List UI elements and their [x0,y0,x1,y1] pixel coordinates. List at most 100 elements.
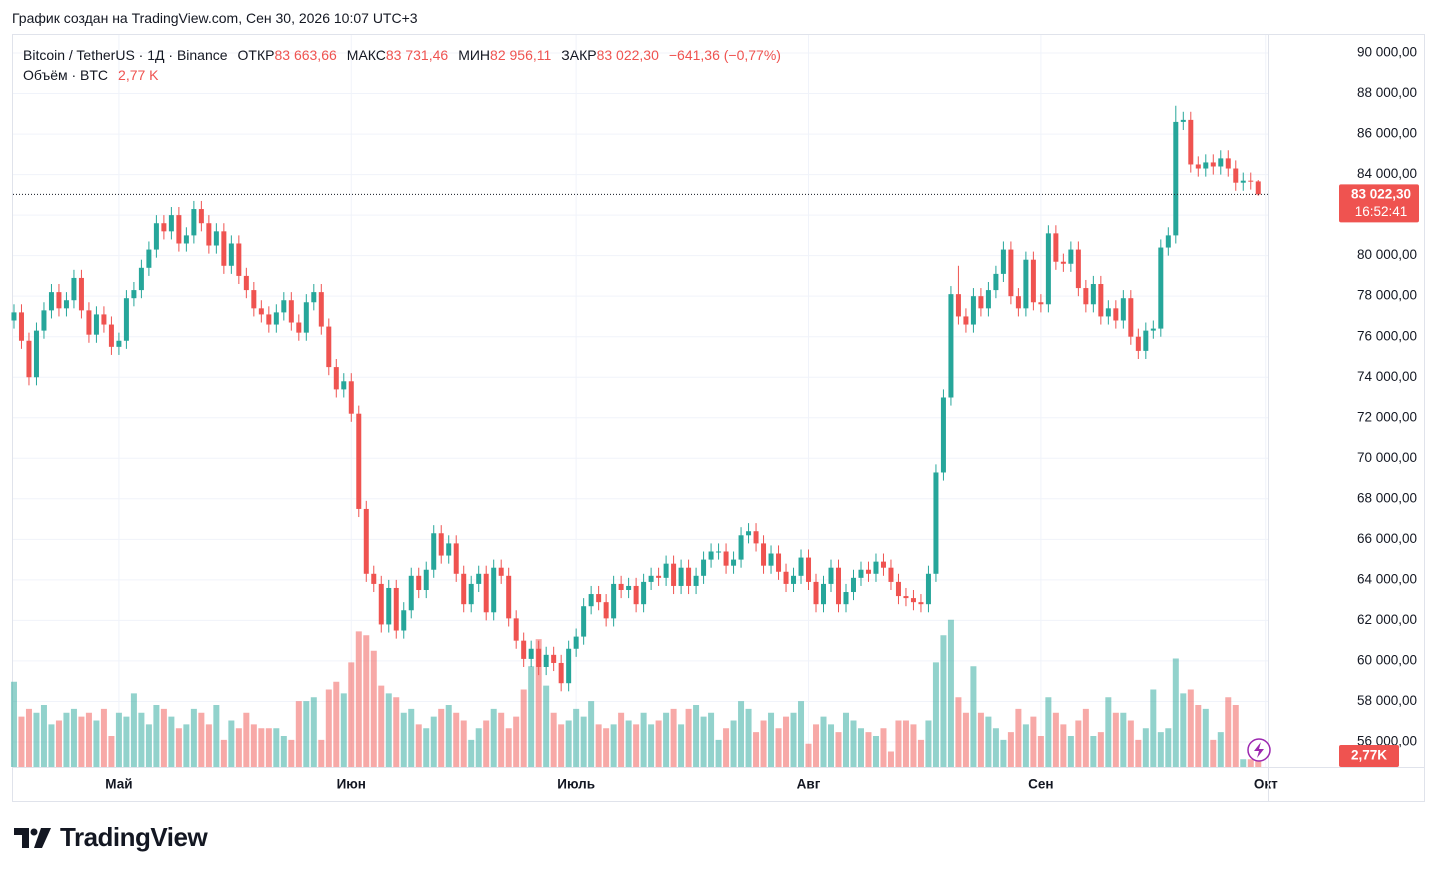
volume-bar [1000,739,1007,767]
logo-mark [14,827,51,848]
volume-bar [273,728,280,767]
volume-bar [805,743,812,767]
candle-body [731,559,737,566]
candle-body [1045,233,1051,305]
candle-body [873,561,879,574]
candle-body [1150,328,1156,331]
volume-bar [685,708,692,767]
grid [13,35,1268,767]
candle-body [288,300,294,323]
volume-bar [370,650,377,767]
candle-body [1105,308,1111,317]
alert-icon[interactable] [1247,738,1271,762]
candle-body [835,567,841,605]
candle-body [168,215,174,232]
candle-body [558,662,564,684]
volume-bar [1240,759,1247,767]
y-tick-label: 58 000,00 [1357,693,1417,708]
countdown: 16:52:41 [1355,204,1408,219]
volume-bar [910,724,917,767]
candle-body [880,561,886,568]
candle-body [1188,119,1194,165]
logo[interactable]: TradingView [14,822,208,853]
candle-body [1083,288,1089,305]
x-tick-label: Окт [1254,777,1278,792]
candle-body [1030,259,1036,303]
candle-body [768,553,774,566]
volume-bar [760,720,767,767]
volume-bar [1142,728,1149,767]
y-tick-label: 84 000,00 [1357,166,1417,181]
candle-body [618,583,624,590]
volume-bar [610,724,617,767]
volume-bar [723,728,730,767]
candle-body [86,310,92,335]
volume-title: Объём · BTC [23,67,109,83]
candle-body [776,553,782,572]
volume-bar [483,720,490,767]
candle-body [453,543,459,574]
candle-body [108,324,114,347]
candle-body [963,316,969,325]
candle-body [281,300,287,313]
last-price-label: 83 022,30 [1351,186,1411,201]
volume-bar [445,705,452,767]
candle-body [978,296,984,309]
volume-bar [1120,712,1127,767]
volume-bar [880,728,887,767]
legend-key: ОТКР [237,47,275,63]
candle-body [56,292,62,309]
y-tick-label: 62 000,00 [1357,612,1417,627]
candle-body [213,231,219,246]
candle-body [483,573,489,613]
volume-bar [917,739,924,767]
volume-bar [1165,728,1172,767]
candle-body [63,300,69,309]
logo-text: TradingView [60,822,208,852]
volume-bar [700,716,707,767]
volume-bar [213,705,220,767]
candle-body [401,610,407,631]
candle-body [116,340,122,347]
candle-body [273,312,279,325]
volume-bar [408,708,415,767]
volume-bar [1232,705,1239,767]
candle-body [701,559,707,576]
volume-bar [100,708,107,767]
volume-bar [550,712,557,767]
volume-bar [738,701,745,767]
candle-body [588,594,594,607]
volume-bar [813,724,820,767]
candle-body [26,340,32,378]
candle-body [798,557,804,576]
volume-bar [715,739,722,767]
volume-bar [33,712,40,767]
volume-bar [947,619,954,767]
volume-bar [1217,732,1224,767]
candle-body [940,397,946,473]
y-tick-label: 74 000,00 [1357,369,1417,384]
candle-body [693,575,699,586]
volume-bar [745,708,752,767]
candle-body [423,569,429,590]
candle-body [266,314,272,325]
candle-body [468,583,474,605]
candle-body [348,381,354,414]
candle-body [258,308,264,315]
candle-body [910,598,916,603]
x-tick-label: Июль [557,777,595,792]
candle-body [933,472,939,574]
volume-bar [415,724,422,767]
candle-body [791,575,797,584]
volume-bar [857,728,864,767]
volume-bar [768,712,775,767]
candle-body [491,567,497,613]
candle-body [865,569,871,574]
volume-bar [363,635,370,767]
volume-bar [820,716,827,767]
volume-bar [1225,697,1232,767]
candle-body [678,567,684,586]
candle-body [41,310,47,331]
candle-body [746,531,752,536]
